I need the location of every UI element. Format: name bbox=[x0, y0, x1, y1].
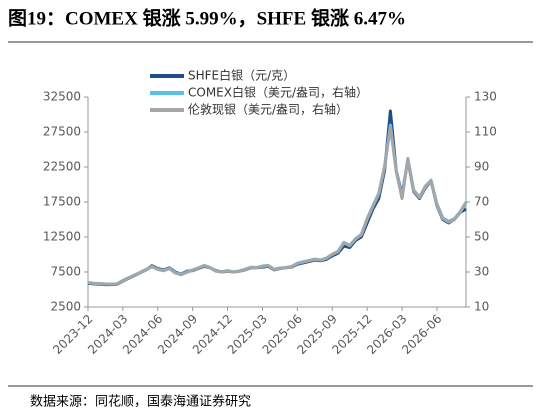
chart-title: 图19：COMEX 银涨 5.99%，SHFE 银涨 6.47% bbox=[8, 6, 406, 29]
y-tick-label: 7500 bbox=[50, 265, 81, 279]
y-tick-label: 27500 bbox=[43, 125, 81, 139]
y-tick-label: 2500 bbox=[50, 300, 81, 314]
source: 数据来源：同花顺，国泰海通证券研究 bbox=[30, 394, 251, 410]
y2-tick-label: 130 bbox=[474, 90, 497, 104]
y2-tick-label: 90 bbox=[474, 160, 489, 174]
y-tick-label: 17500 bbox=[43, 195, 81, 209]
y2-tick-label: 70 bbox=[474, 195, 489, 209]
series-line bbox=[87, 125, 468, 286]
y2-tick-label: 30 bbox=[474, 265, 489, 279]
y-tick-label: 12500 bbox=[43, 230, 81, 244]
legend-label: 伦敦现银（美元/盎司，右轴） bbox=[188, 102, 348, 117]
legend-label: COMEX白银（美元/盎司，右轴） bbox=[188, 85, 368, 100]
y-tick-label: 22500 bbox=[43, 160, 81, 174]
y2-tick-label: 50 bbox=[474, 230, 489, 244]
series-line bbox=[87, 109, 467, 287]
legend-label: SHFE白银（元/克） bbox=[188, 68, 295, 83]
y-tick-label: 32500 bbox=[43, 90, 81, 104]
y2-tick-label: 10 bbox=[474, 300, 489, 314]
y2-tick-label: 110 bbox=[474, 125, 497, 139]
series-line bbox=[87, 123, 468, 286]
